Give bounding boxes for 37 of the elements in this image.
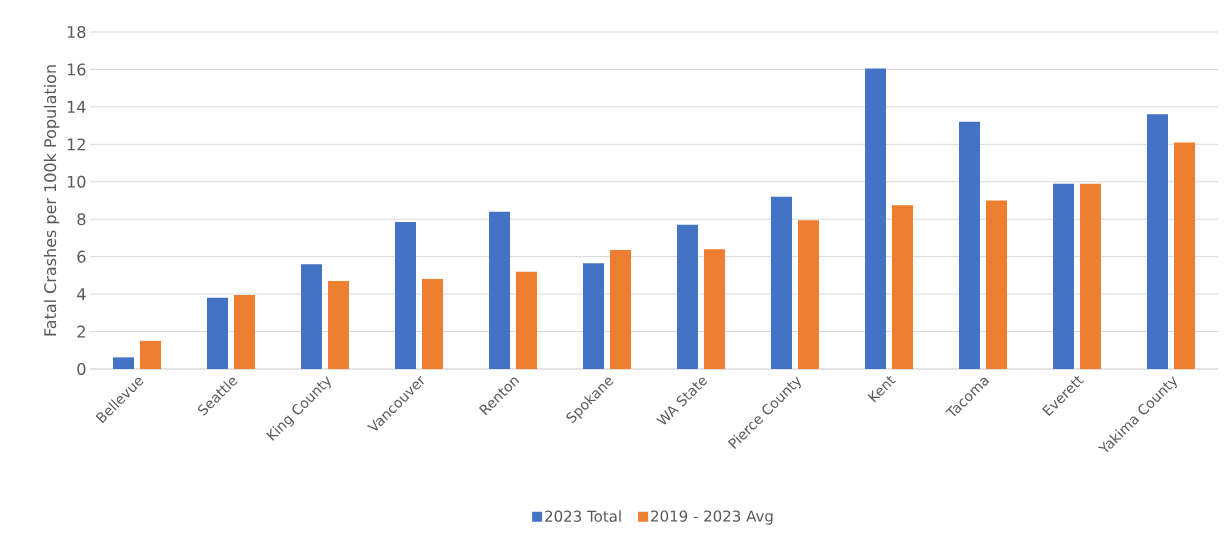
bar bbox=[798, 220, 819, 369]
bar bbox=[1174, 142, 1195, 369]
bar bbox=[328, 280, 350, 369]
legend-label: 2019 - 2023 Avg bbox=[651, 510, 773, 525]
bar bbox=[771, 196, 792, 369]
bar bbox=[677, 224, 698, 369]
y-tick-label: 18 bbox=[67, 25, 86, 39]
bar bbox=[301, 264, 323, 369]
y-tick-label: 8 bbox=[77, 213, 86, 226]
bar bbox=[583, 263, 605, 369]
y-tick-label: 6 bbox=[77, 250, 86, 263]
bar bbox=[395, 222, 417, 369]
legend-label: 2023 Total bbox=[545, 510, 621, 522]
bar bbox=[610, 250, 631, 369]
bar bbox=[1147, 114, 1168, 369]
bar bbox=[704, 249, 725, 369]
bar bbox=[422, 279, 444, 369]
bar bbox=[959, 121, 980, 369]
y-tick-label: 12 bbox=[67, 138, 85, 151]
y-tick-label: 4 bbox=[77, 288, 86, 300]
y-axis-title: Fatal Crashes per 100k Population bbox=[43, 65, 60, 336]
bar bbox=[1080, 183, 1101, 369]
y-tick-label: 14 bbox=[67, 101, 86, 113]
bar bbox=[986, 200, 1007, 369]
bar bbox=[865, 68, 886, 369]
bar bbox=[113, 357, 135, 369]
bar bbox=[516, 271, 538, 369]
y-tick-label: 16 bbox=[67, 63, 86, 76]
bar bbox=[207, 297, 229, 369]
y-tick-label: 2 bbox=[77, 325, 85, 338]
bar bbox=[489, 211, 511, 369]
y-tick-label: 10 bbox=[67, 175, 86, 188]
bar bbox=[140, 340, 162, 369]
bar bbox=[234, 295, 256, 369]
y-tick-label: 0 bbox=[77, 362, 86, 376]
bar bbox=[1053, 183, 1074, 369]
bar bbox=[892, 205, 913, 369]
